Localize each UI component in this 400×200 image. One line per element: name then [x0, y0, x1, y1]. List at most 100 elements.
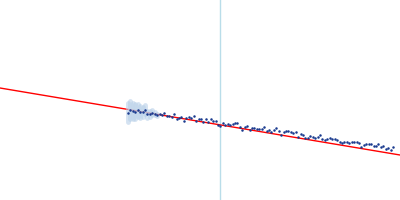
Point: [312, 136, 318, 140]
Point: [266, 128, 272, 132]
Point: [292, 131, 299, 134]
Point: [251, 127, 258, 130]
Point: [305, 136, 311, 140]
Point: [351, 141, 357, 144]
Point: [224, 122, 231, 126]
Point: [171, 113, 177, 116]
Point: [210, 120, 216, 123]
Point: [246, 129, 253, 132]
Point: [239, 128, 246, 131]
Point: [176, 116, 182, 119]
Point: [202, 117, 209, 120]
Point: [317, 133, 323, 136]
Point: [193, 120, 199, 123]
Point: [127, 108, 134, 111]
Point: [195, 118, 202, 121]
Point: [256, 127, 262, 130]
Point: [178, 115, 185, 119]
Point: [244, 125, 250, 128]
Point: [302, 136, 309, 139]
Point: [356, 141, 362, 145]
Point: [205, 121, 212, 124]
Point: [324, 138, 330, 141]
Point: [186, 115, 192, 118]
Point: [229, 122, 236, 125]
Point: [142, 108, 148, 111]
Point: [200, 121, 206, 124]
Point: [375, 142, 382, 145]
Point: [190, 114, 197, 118]
Point: [217, 124, 224, 127]
Point: [322, 138, 328, 141]
Point: [174, 118, 180, 121]
Point: [273, 127, 280, 130]
Point: [147, 112, 153, 116]
Point: [278, 133, 284, 136]
Point: [290, 132, 296, 135]
Point: [307, 134, 314, 137]
Point: [137, 110, 143, 113]
Point: [370, 144, 377, 147]
Point: [326, 136, 333, 139]
Point: [339, 141, 345, 145]
Point: [319, 137, 326, 140]
Point: [215, 123, 221, 127]
Point: [353, 140, 360, 143]
Point: [234, 121, 241, 125]
Point: [348, 140, 355, 144]
Point: [149, 111, 156, 114]
Point: [341, 140, 348, 144]
Point: [132, 110, 138, 113]
Point: [382, 147, 389, 151]
Point: [168, 115, 175, 118]
Point: [139, 110, 146, 114]
Point: [298, 133, 304, 136]
Point: [249, 127, 255, 130]
Point: [220, 122, 226, 125]
Point: [144, 113, 151, 116]
Point: [361, 144, 367, 147]
Point: [212, 119, 219, 122]
Point: [378, 145, 384, 149]
Point: [159, 113, 165, 116]
Point: [181, 119, 187, 123]
Point: [222, 124, 228, 127]
Point: [237, 125, 243, 128]
Point: [358, 145, 364, 148]
Point: [208, 117, 214, 120]
Point: [125, 111, 131, 114]
Point: [152, 112, 158, 115]
Point: [254, 127, 260, 130]
Point: [258, 127, 265, 130]
Point: [134, 109, 141, 112]
Point: [276, 130, 282, 133]
Point: [198, 118, 204, 121]
Point: [261, 126, 267, 129]
Point: [314, 135, 321, 139]
Point: [268, 131, 275, 134]
Point: [334, 138, 340, 141]
Point: [271, 129, 277, 132]
Point: [156, 113, 163, 116]
Point: [344, 141, 350, 144]
Point: [380, 144, 386, 147]
Point: [164, 115, 170, 118]
Point: [346, 141, 352, 144]
Point: [285, 130, 292, 133]
Point: [161, 111, 168, 115]
Point: [283, 130, 289, 133]
Point: [368, 142, 374, 145]
Point: [227, 124, 233, 127]
Point: [183, 117, 190, 120]
Point: [332, 137, 338, 140]
Point: [154, 113, 160, 117]
Point: [385, 146, 391, 149]
Point: [373, 145, 379, 148]
Point: [242, 126, 248, 129]
Point: [329, 137, 336, 141]
Point: [366, 142, 372, 145]
Point: [188, 117, 194, 120]
Point: [390, 146, 396, 149]
Point: [363, 142, 370, 145]
Point: [310, 135, 316, 139]
